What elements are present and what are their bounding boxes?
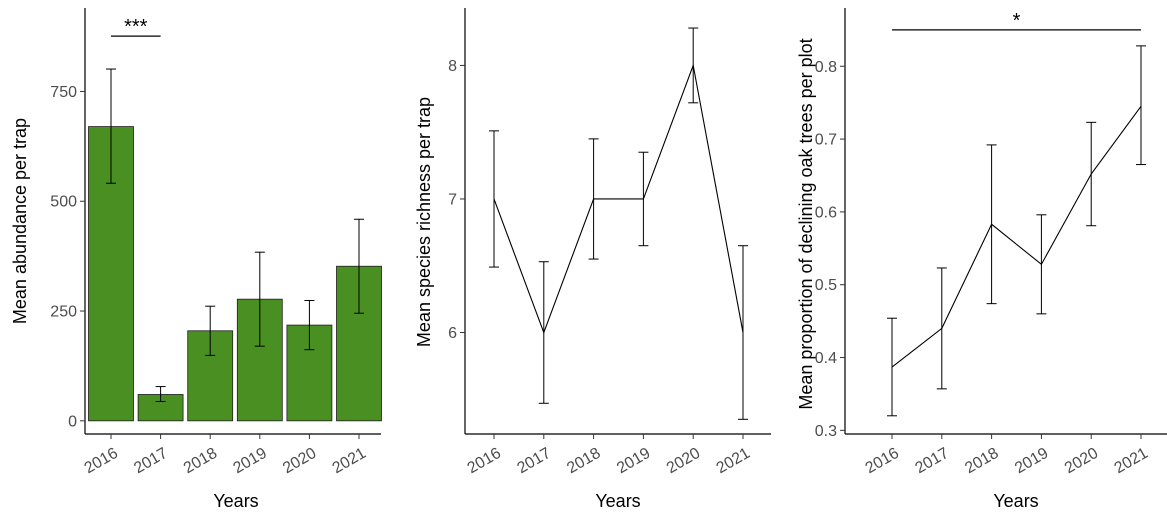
richness-x-tick-label: 2018 [564, 445, 603, 478]
abundance-x-tick-label: 2016 [82, 445, 121, 478]
oak-decline-y-tick-label: 0.6 [815, 204, 837, 221]
oak-decline-x-tick-label: 2019 [1012, 445, 1051, 478]
abundance-x-axis-title: Years [213, 491, 258, 511]
abundance-x-tick-label: 2018 [181, 445, 220, 478]
richness-x-tick-label: 2017 [514, 445, 553, 478]
abundance-y-tick-label: 750 [50, 84, 77, 101]
oak-decline-x-tick-label: 2017 [912, 445, 951, 478]
oak-decline-y-tick-label: 0.7 [815, 132, 837, 149]
abundance-y-tick-label: 250 [50, 304, 77, 321]
richness-x-tick-label: 2021 [714, 445, 753, 478]
oak-decline-x-tick-label: 2018 [962, 445, 1001, 478]
oak-decline-y-tick-label: 0.3 [815, 423, 837, 440]
richness-y-tick-label: 7 [448, 191, 457, 208]
abundance-x-tick-label: 2021 [330, 445, 369, 478]
abundance-y-tick-label: 500 [50, 194, 77, 211]
oak-decline-x-tick-label: 2016 [863, 445, 902, 478]
oak-decline-x-axis-title: Years [993, 491, 1038, 511]
oak-decline-y-tick-label: 0.5 [815, 277, 837, 294]
richness-x-tick-label: 2016 [465, 445, 504, 478]
richness-y-axis-title: Mean species richness per trap [414, 97, 434, 347]
richness-x-tick-label: 2019 [614, 445, 653, 478]
oak-decline-line-chart: Mean proportion of declining oak trees p… [796, 8, 1167, 511]
oak-decline-y-axis-title: Mean proportion of declining oak trees p… [796, 38, 816, 409]
richness-x-axis-title: Years [595, 491, 640, 511]
species-richness-line-chart: Mean species richness per trap Years 6 7 8… [414, 8, 771, 511]
abundance-significance-label: *** [124, 16, 148, 38]
oak-decline-x-tick-label: 2020 [1062, 445, 1101, 478]
richness-series-line [493, 63, 744, 335]
richness-y-tick-label: 8 [448, 58, 457, 75]
oak-decline-x-tick-label: 2021 [1112, 445, 1151, 478]
abundance-bar-chart: Mean abundance per trap Years 0 250 500 750… [10, 8, 382, 511]
oak-decline-series-line [891, 105, 1142, 368]
abundance-y-axis-title: Mean abundance per trap [10, 118, 30, 324]
oak-decline-y-tick-label: 0.4 [815, 350, 837, 367]
oak-decline-y-tick-label: 0.8 [815, 59, 837, 76]
oak-decline-significance-label: * [1013, 10, 1021, 32]
richness-y-tick-label: 6 [448, 325, 457, 342]
abundance-y-tick-label: 0 [68, 413, 77, 430]
abundance-x-tick-label: 2020 [280, 445, 319, 478]
richness-x-tick-label: 2020 [664, 445, 703, 478]
abundance-x-tick-label: 2017 [131, 445, 170, 478]
abundance-x-tick-label: 2019 [230, 445, 269, 478]
